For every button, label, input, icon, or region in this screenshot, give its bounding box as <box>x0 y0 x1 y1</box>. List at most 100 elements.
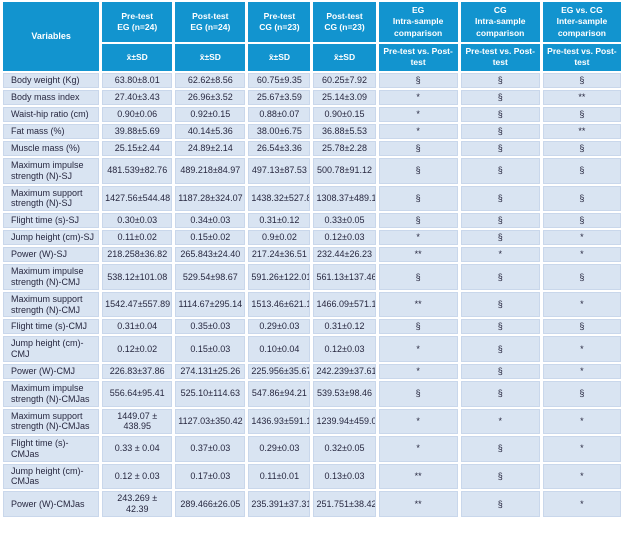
table-row: Waist-hip ratio (cm) 0.90±0.06 0.92±0.15 0.… <box>3 106 621 122</box>
value-cell: 539.53±98.46 <box>313 380 376 407</box>
value-cell: 265.843±24.40 <box>175 247 246 263</box>
variable-label: Waist-hip ratio (cm) <box>3 106 100 122</box>
variable-label: Maximum impulse strength (N)-CMJ <box>3 264 100 290</box>
value-cell: 0.10±0.04 <box>248 336 311 362</box>
comparison-cell: § <box>460 319 540 335</box>
comparison-cell: § <box>460 380 540 407</box>
table-row: Muscle mass (%) 25.15±2.44 24.89±2.14 26.54… <box>3 140 621 156</box>
value-cell: 0.37±0.03 <box>175 436 246 462</box>
comparison-cell: § <box>542 140 621 156</box>
value-cell: 63.80±8.01 <box>102 72 173 88</box>
value-cell: 529.54±98.67 <box>175 264 246 290</box>
comparison-cell: * <box>542 291 621 318</box>
column-header-cg-intra-comparison: CG Intra-sample comparison <box>460 2 540 42</box>
comparison-cell: § <box>460 463 540 490</box>
comparison-cell: § <box>542 213 621 229</box>
table-row: Maximum impulse strength (N)-CMJas 556.64… <box>3 380 621 407</box>
value-cell: 0.12±0.03 <box>313 230 376 246</box>
column-header-pretest-cg: Pre-test CG (n=23) <box>248 2 311 42</box>
variables-header: Variables <box>3 2 100 71</box>
value-cell: 0.12±0.03 <box>313 336 376 362</box>
subheader-mean-sd: x̄±SD <box>175 44 246 71</box>
value-cell: 27.40±3.43 <box>102 89 173 105</box>
comparison-cell: ** <box>542 123 621 139</box>
comparison-cell: § <box>378 185 458 212</box>
variable-label: Flight time (s)-CMJ <box>3 319 100 335</box>
value-cell: 0.11±0.02 <box>102 230 173 246</box>
variable-label: Maximum impulse strength (N)-SJ <box>3 157 100 184</box>
value-cell: 0.35±0.03 <box>175 319 246 335</box>
value-cell: 1466.09±571.16 <box>313 291 376 318</box>
column-header-posttest-cg: Post-test CG (n=23) <box>313 2 376 42</box>
table-row: Maximum impulse strength (N)-CMJ 538.12±1… <box>3 264 621 290</box>
subheader-mean-sd: x̄±SD <box>248 44 311 71</box>
subheader-pre-vs-post: Pre-test vs. Post- test <box>542 44 621 71</box>
value-cell: 0.32±0.05 <box>313 436 376 462</box>
value-cell: 0.12 ± 0.03 <box>102 463 173 490</box>
value-cell: 0.31±0.04 <box>102 319 173 335</box>
comparison-cell: § <box>460 185 540 212</box>
value-cell: 62.62±8.56 <box>175 72 246 88</box>
table-row: Jump height (cm)-CMJ 0.12±0.02 0.15±0.03 0.… <box>3 336 621 362</box>
value-cell: 0.12±0.02 <box>102 336 173 362</box>
table-row: Flight time (s)-CMJas 0.33 ± 0.04 0.37±0.0… <box>3 436 621 462</box>
subheader-pre-vs-post: Pre-test vs. Post- test <box>378 44 458 71</box>
table-row: Flight time (s)-CMJ 0.31±0.04 0.35±0.03 0.2… <box>3 319 621 335</box>
comparison-cell: * <box>460 408 540 435</box>
table-row: Jump height (cm)-CMJas 0.12 ± 0.03 0.17±0.… <box>3 463 621 490</box>
comparison-cell: § <box>378 72 458 88</box>
value-cell: 0.31±0.12 <box>248 213 311 229</box>
value-cell: 0.29±0.03 <box>248 436 311 462</box>
value-cell: 1114.67±295.14 <box>175 291 246 318</box>
comparison-cell: * <box>460 247 540 263</box>
comparison-cell: ** <box>378 463 458 490</box>
comparison-cell: § <box>542 264 621 290</box>
value-cell: 25.78±2.28 <box>313 140 376 156</box>
comparison-cell: * <box>542 436 621 462</box>
value-cell: 1542.47±557.89 <box>102 291 173 318</box>
comparison-cell: ** <box>378 247 458 263</box>
value-cell: 39.88±5.69 <box>102 123 173 139</box>
variable-label: Jump height (cm)-CMJas <box>3 463 100 490</box>
value-cell: 232.44±26.23 <box>313 247 376 263</box>
comparison-cell: § <box>460 363 540 379</box>
table-body: Body weight (Kg) 63.80±8.01 62.62±8.56 60.7… <box>3 72 621 517</box>
comparison-cell: * <box>378 123 458 139</box>
value-cell: 225.956±35.67 <box>248 363 311 379</box>
comparison-cell: § <box>460 123 540 139</box>
comparison-cell: § <box>460 336 540 362</box>
value-cell: 36.88±5.53 <box>313 123 376 139</box>
comparison-cell: * <box>378 230 458 246</box>
table-row: Power (W)-CMJ 226.83±37.86 274.131±25.26 22… <box>3 363 621 379</box>
variable-label: Power (W)-CMJas <box>3 491 100 517</box>
value-cell: 25.14±3.09 <box>313 89 376 105</box>
table-row: Power (W)-CMJas 243.269 ± 42.39 289.466±26… <box>3 491 621 517</box>
value-cell: 217.24±36.51 <box>248 247 311 263</box>
table-row: Maximum support strength (N)-SJ 1427.56±5… <box>3 185 621 212</box>
column-header-pretest-eg: Pre-test EG (n=24) <box>102 2 173 42</box>
value-cell: 556.64±95.41 <box>102 380 173 407</box>
comparison-cell: § <box>460 491 540 517</box>
comparison-cell: § <box>542 106 621 122</box>
value-cell: 0.90±0.15 <box>313 106 376 122</box>
value-cell: 0.31±0.12 <box>313 319 376 335</box>
variable-label: Fat mass (%) <box>3 123 100 139</box>
comparison-cell: * <box>542 463 621 490</box>
value-cell: 26.54±3.36 <box>248 140 311 156</box>
value-cell: 525.10±114.63 <box>175 380 246 407</box>
comparison-cell: § <box>460 436 540 462</box>
value-cell: 1436.93±591.13 <box>248 408 311 435</box>
value-cell: 60.25±7.92 <box>313 72 376 88</box>
value-cell: 1187.28±324.07 <box>175 185 246 212</box>
value-cell: 25.15±2.44 <box>102 140 173 156</box>
value-cell: 500.78±91.12 <box>313 157 376 184</box>
value-cell: 235.391±37.31 <box>248 491 311 517</box>
value-cell: 591.26±122.01 <box>248 264 311 290</box>
comparison-cell: * <box>378 336 458 362</box>
value-cell: 226.83±37.86 <box>102 363 173 379</box>
value-cell: 274.131±25.26 <box>175 363 246 379</box>
value-cell: 1127.03±350.42 <box>175 408 246 435</box>
comparison-cell: § <box>378 140 458 156</box>
value-cell: 24.89±2.14 <box>175 140 246 156</box>
comparison-cell: * <box>378 363 458 379</box>
